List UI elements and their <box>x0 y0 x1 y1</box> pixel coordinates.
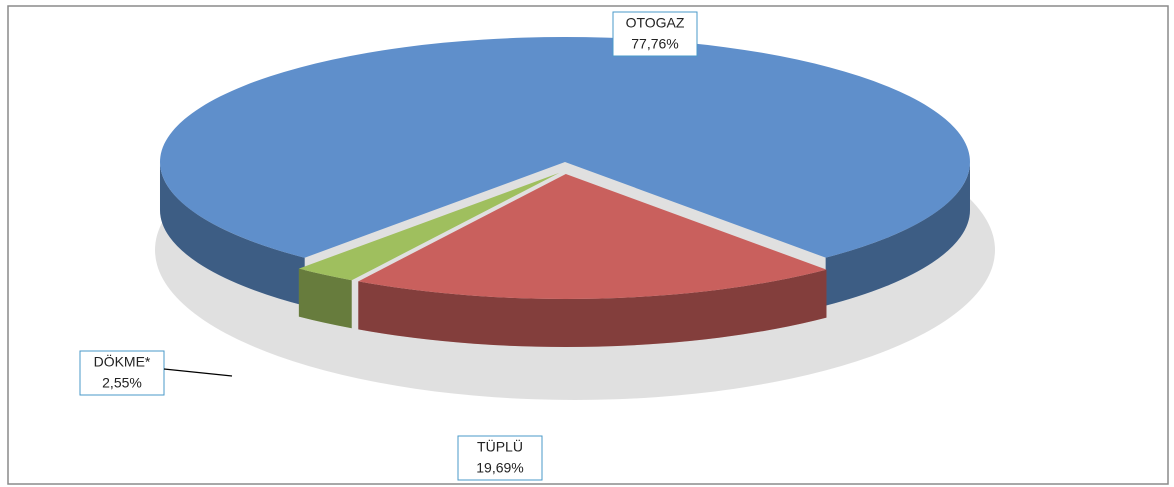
leader-line <box>163 368 233 377</box>
slice-side-shade <box>159 162 305 306</box>
pie-slice <box>358 173 827 347</box>
slice-side <box>358 269 827 347</box>
pie-slice <box>159 37 970 306</box>
label-category: OTOGAZ <box>626 15 685 31</box>
slice-top <box>298 172 560 281</box>
slice-top <box>159 37 970 258</box>
slice-side <box>825 162 970 306</box>
slice-side-shade <box>358 269 827 347</box>
label-value: 19,69% <box>476 460 523 476</box>
slice-side-shade <box>298 268 352 329</box>
label-value: 2,55% <box>102 375 142 391</box>
slice-top <box>358 173 827 299</box>
label-box <box>79 350 165 396</box>
label-category: TÜPLÜ <box>477 438 523 455</box>
label-category: DÖKME* <box>94 353 151 370</box>
label-value: 77,76% <box>631 36 678 52</box>
label-box <box>612 11 698 57</box>
slice-side <box>159 162 305 306</box>
pie-slice <box>298 172 560 329</box>
slice-side-shade <box>825 162 970 306</box>
label-box <box>457 435 543 481</box>
slice-side <box>298 268 352 329</box>
